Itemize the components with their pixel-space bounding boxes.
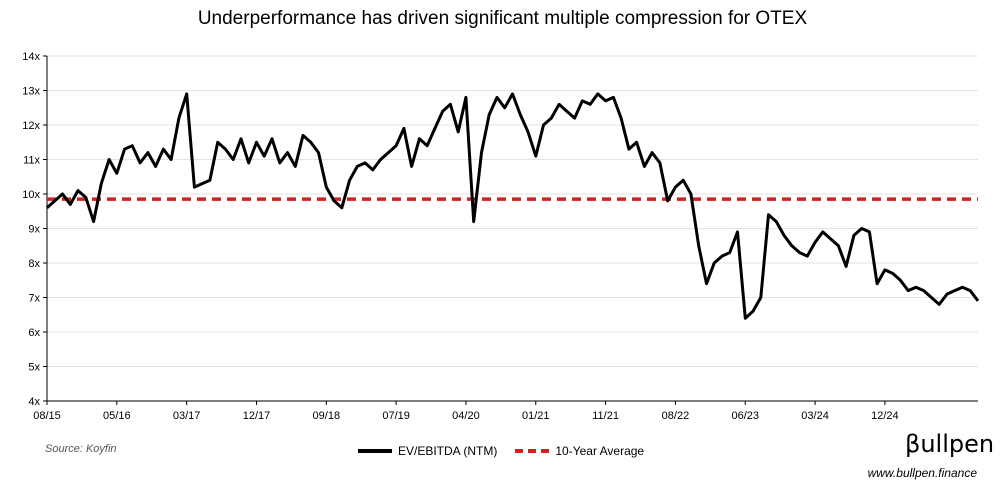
y-tick-label: 6x (28, 327, 40, 339)
y-tick-label: 8x (28, 258, 40, 270)
chart-title: Underperformance has driven significant … (197, 8, 808, 29)
y-tick-label: 13x (22, 86, 40, 98)
y-axis-ticks: 4x 5x 6x 7x 8x 9x 10x 11x 12x 13x 14x (22, 51, 47, 408)
x-tick-label: 08/15 (33, 410, 61, 422)
legend: EV/EBITDA (NTM) 10-Year Average (358, 444, 644, 458)
x-tick-label: 12/24 (871, 410, 899, 422)
legend-swatch-average (515, 449, 550, 453)
legend-swatch-series (358, 449, 392, 453)
x-tick-label: 01/21 (522, 410, 550, 422)
x-tick-label: 03/17 (173, 410, 201, 422)
x-tick-label: 04/20 (452, 410, 480, 422)
x-tick-label: 07/19 (382, 410, 410, 422)
y-tick-label: 14x (22, 51, 40, 63)
brand-url: www.bullpen.finance (867, 466, 977, 480)
y-tick-label: 11x (23, 155, 40, 167)
y-tick-label: 5x (28, 362, 40, 374)
x-tick-label: 12/17 (243, 410, 271, 422)
y-tick-label: 7x (28, 293, 40, 305)
legend-item-series: EV/EBITDA (NTM) (358, 444, 497, 458)
legend-label-average: 10-Year Average (555, 444, 645, 458)
legend-item-average: 10-Year Average (515, 444, 644, 458)
x-tick-label: 08/22 (662, 410, 690, 422)
y-tick-label: 9x (28, 224, 40, 236)
x-tick-label: 06/23 (731, 410, 759, 422)
y-tick-label: 4x (28, 396, 40, 408)
x-tick-label: 09/18 (313, 410, 341, 422)
legend-label-series: EV/EBITDA (NTM) (398, 444, 498, 458)
x-tick-label: 11/21 (592, 410, 619, 422)
brand-logo: βullpen (905, 430, 995, 458)
x-tick-label: 05/16 (103, 410, 131, 422)
series-line-ev-ebitda (46, 92, 980, 320)
x-tick-label: 03/24 (801, 410, 829, 422)
series-group (46, 92, 980, 320)
x-axis-ticks: 08/15 05/16 03/17 12/17 09/18 07/19 04/20 01/21… (33, 401, 899, 422)
grid-lines (47, 55, 978, 367)
source-note: Source: Koyfin (45, 443, 117, 455)
y-tick-label: 10x (22, 189, 40, 201)
y-tick-label: 12x (22, 120, 40, 132)
